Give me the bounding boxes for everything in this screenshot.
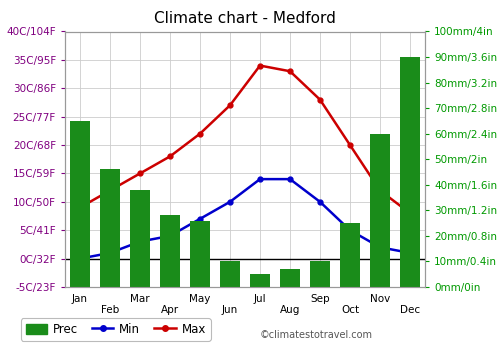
Text: ©climatestotravel.com: ©climatestotravel.com [260,329,373,340]
Text: Aug: Aug [280,305,300,315]
Text: Mar: Mar [130,294,150,304]
Title: Climate chart - Medford: Climate chart - Medford [154,11,336,26]
Max [137,172,143,176]
Max [77,205,83,210]
Text: Nov: Nov [370,294,390,304]
Text: Apr: Apr [161,305,179,315]
Line: Max: Max [78,63,412,216]
Min [377,245,383,249]
Min [227,200,233,204]
Text: Feb: Feb [101,305,119,315]
Max [167,154,173,159]
Min [317,200,323,204]
Bar [340,223,360,287]
Bar [160,216,180,287]
Max [377,188,383,193]
Min [257,177,263,181]
Bar [280,269,300,287]
Text: Sep: Sep [310,294,330,304]
Max [407,211,413,215]
Bar [220,261,240,287]
Max [257,63,263,68]
Text: Jan: Jan [72,294,88,304]
Max [227,103,233,107]
Bar [370,134,390,287]
Bar [70,121,90,287]
Bar [400,57,420,287]
Legend: Prec, Min, Max: Prec, Min, Max [21,318,210,341]
Max [107,188,113,193]
Text: Oct: Oct [341,305,359,315]
Bar [250,274,270,287]
Line: Min: Min [78,177,412,261]
Min [77,257,83,261]
Text: Jun: Jun [222,305,238,315]
Text: May: May [190,294,210,304]
Max [287,69,293,73]
Min [107,251,113,255]
Bar [190,220,210,287]
Min [197,217,203,221]
Text: Jul: Jul [254,294,266,304]
Min [137,239,143,244]
Min [347,228,353,232]
Bar [130,190,150,287]
Min [167,234,173,238]
Bar [100,169,120,287]
Text: Dec: Dec [400,305,420,315]
Max [197,132,203,136]
Min [287,177,293,181]
Max [317,98,323,102]
Min [407,251,413,255]
Bar [310,261,330,287]
Max [347,143,353,147]
